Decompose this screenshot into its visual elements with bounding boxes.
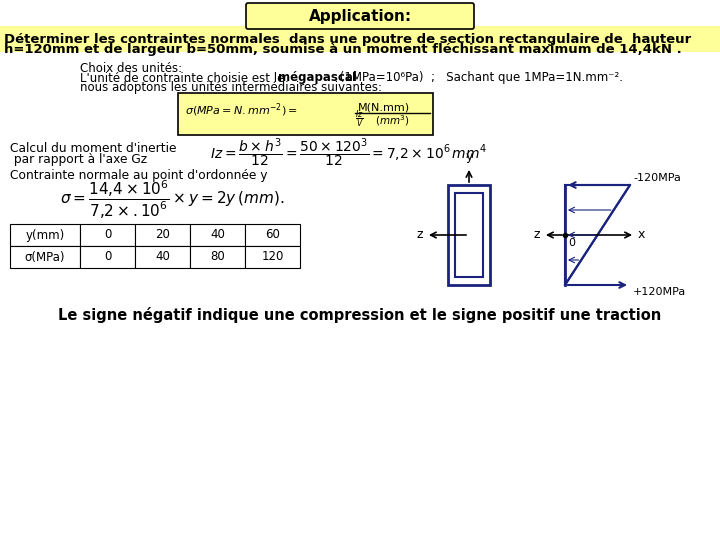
Text: 0: 0 (104, 251, 111, 264)
Text: 40: 40 (155, 251, 170, 264)
Text: Le signe négatif indique une compression et le signe positif une traction: Le signe négatif indique une compression… (58, 307, 662, 323)
FancyBboxPatch shape (246, 3, 474, 29)
Text: y(mm): y(mm) (25, 228, 65, 241)
Text: 20: 20 (155, 228, 170, 241)
Bar (455, 193, 483, 277)
Bar (245, 246, 300, 268)
Bar (10, 246, 80, 268)
Text: z: z (534, 228, 540, 241)
Bar (10, 224, 80, 246)
Text: σ(MPa): σ(MPa) (24, 251, 66, 264)
Text: +120MPa: +120MPa (633, 287, 686, 297)
Text: par rapport à l'axe Gz: par rapport à l'axe Gz (10, 152, 147, 165)
Text: Déterminer les contraintes normales  dans une poutre de section rectangulaire de: Déterminer les contraintes normales dans… (4, 32, 691, 45)
Bar (0, 26, 720, 52)
Text: z: z (417, 228, 423, 241)
Bar (190, 246, 245, 268)
Bar (178, 93, 433, 135)
Text: h=120mm et de largeur b=50mm, soumise à un moment fléchissant maximum de 14,4kN : h=120mm et de largeur b=50mm, soumise à … (4, 43, 682, 56)
Text: y: y (465, 150, 473, 163)
Text: $\frac{Iz}{V}$: $\frac{Iz}{V}$ (355, 108, 364, 130)
Text: 120: 120 (261, 251, 284, 264)
Bar (448, 185, 490, 285)
Text: 80: 80 (210, 251, 225, 264)
Text: x: x (638, 228, 645, 241)
Text: Application:: Application: (308, 9, 412, 24)
Text: Contrainte normale au point d'ordonnée y: Contrainte normale au point d'ordonnée y (10, 168, 268, 181)
Text: $(mm^3)$: $(mm^3)$ (375, 113, 410, 129)
Text: L'unité de contrainte choisie est le: L'unité de contrainte choisie est le (80, 71, 288, 84)
Text: 0: 0 (104, 228, 111, 241)
Bar (245, 224, 300, 246)
Bar (190, 224, 245, 246)
Text: $\sigma(MPa = N.mm^{-2}) =$: $\sigma(MPa = N.mm^{-2}) =$ (185, 101, 298, 119)
Text: -120MPa: -120MPa (633, 173, 681, 183)
Bar (80, 224, 135, 246)
Bar (135, 224, 190, 246)
Text: Calcul du moment d'inertie: Calcul du moment d'inertie (10, 141, 176, 154)
Text: Choix des unités:: Choix des unités: (80, 62, 182, 75)
Text: 60: 60 (265, 228, 280, 241)
Text: mégapascal: mégapascal (278, 71, 357, 84)
Text: 0: 0 (568, 238, 575, 248)
Bar (80, 246, 135, 268)
Bar (135, 246, 190, 268)
Text: nous adoptons les unités intermédiaires suivantes:: nous adoptons les unités intermédiaires … (80, 82, 382, 94)
Text: (1MPa=10⁶Pa)  ;   Sachant que 1MPa=1N.mm⁻².: (1MPa=10⁶Pa) ; Sachant que 1MPa=1N.mm⁻². (336, 71, 623, 84)
Text: $Iz = \dfrac{b \times h^3}{12} = \dfrac{50 \times 120^3}{12} = 7{,}2 \times 10^6: $Iz = \dfrac{b \times h^3}{12} = \dfrac{… (210, 137, 487, 170)
Text: $\sigma = \dfrac{14{,}4 \times 10^6}{7{,}2 \times .10^6} \times y = 2y\,(mm).$: $\sigma = \dfrac{14{,}4 \times 10^6}{7{,… (60, 179, 284, 221)
Text: 40: 40 (210, 228, 225, 241)
Text: M(N.mm): M(N.mm) (358, 102, 410, 112)
